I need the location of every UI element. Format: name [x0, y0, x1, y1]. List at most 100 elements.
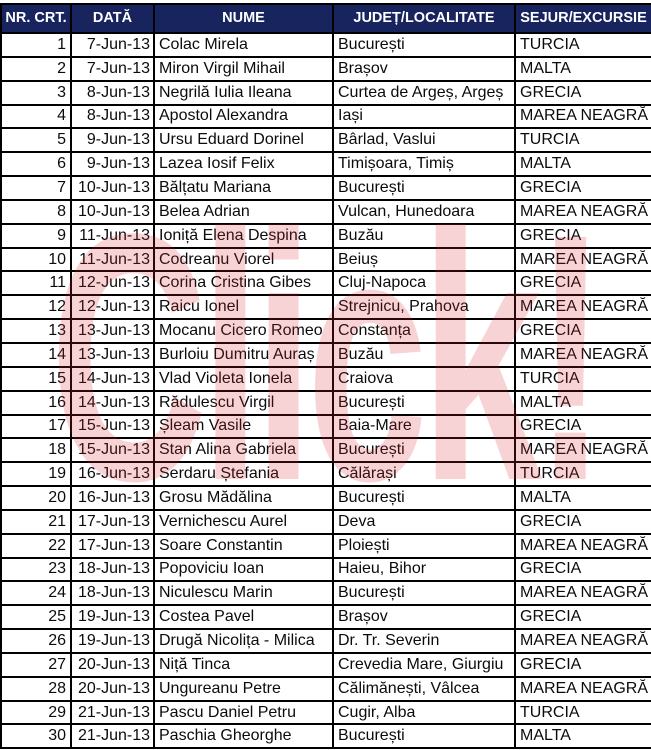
cell-judet-localitate: București	[332, 723, 516, 750]
cell-nume: Miron Virgil Mihail	[153, 55, 334, 82]
cell-nr-crt: 22	[0, 532, 72, 559]
table-row: 1 7-Jun-13 Colac Mirela București TURCIA	[0, 32, 651, 58]
cell-judet-localitate: Ploiești	[332, 532, 516, 559]
cell-sejur-excursie: GRECIA	[514, 556, 651, 583]
table-row: 25 19-Jun-13 Costea Pavel Brașov GRECIA	[0, 604, 651, 631]
cell-sejur-excursie: MALTA	[514, 485, 651, 511]
cell-data: 15-Jun-13	[70, 437, 155, 464]
cell-nume: Burloiu Dumitru Auraș	[153, 341, 334, 368]
cell-data: 9-Jun-13	[70, 127, 155, 154]
table-row: 29 21-Jun-13 Pascu Daniel Petru Cugir, A…	[0, 699, 651, 726]
table-row: 15 14-Jun-13 Vlad Violeta Ionela Craiova…	[0, 365, 651, 392]
table-row: 7 10-Jun-13 Bălțatu Mariana București GR…	[0, 175, 651, 201]
cell-sejur-excursie: MALTA	[514, 151, 651, 178]
cell-nr-crt: 19	[0, 461, 72, 488]
cell-nr-crt: 10	[0, 246, 72, 273]
cell-nume: Codreanu Viorel	[153, 246, 334, 273]
cell-judet-localitate: Cluj-Napoca	[332, 270, 516, 297]
cell-nr-crt: 20	[0, 485, 72, 511]
cell-nume: Drugă Nicolița - Milica	[153, 628, 334, 654]
table-row: 14 13-Jun-13 Burloiu Dumitru Auraș Buzău…	[0, 341, 651, 368]
cell-judet-localitate: Craiova	[332, 365, 516, 392]
cell-sejur-excursie: TURCIA	[514, 32, 651, 58]
table-row: 3 8-Jun-13 Negrilă Iulia Ileana Curtea d…	[0, 79, 651, 106]
cell-nr-crt: 1	[0, 32, 72, 58]
cell-data: 17-Jun-13	[70, 532, 155, 559]
table-row: 19 16-Jun-13 Serdaru Ștefania Călărași T…	[0, 461, 651, 488]
cell-sejur-excursie: MAREA NEAGRĂ	[514, 341, 651, 368]
cell-nr-crt: 15	[0, 365, 72, 392]
cell-nr-crt: 9	[0, 222, 72, 249]
cell-data: 16-Jun-13	[70, 485, 155, 511]
cell-nr-crt: 26	[0, 628, 72, 654]
cell-data: 7-Jun-13	[70, 55, 155, 82]
cell-data: 15-Jun-13	[70, 413, 155, 440]
cell-data: 7-Jun-13	[70, 32, 155, 58]
table-row: 8 10-Jun-13 Belea Adrian Vulcan, Hunedoa…	[0, 198, 651, 225]
cell-sejur-excursie: GRECIA	[514, 175, 651, 201]
cell-sejur-excursie: MAREA NEAGRĂ	[514, 246, 651, 273]
cell-sejur-excursie: MAREA NEAGRĂ	[514, 675, 651, 702]
table-header: NR. CRT. DATĂ NUME JUDEȚ/LOCALITATE SEJU…	[0, 3, 651, 34]
cell-judet-localitate: Călărași	[332, 461, 516, 488]
cell-judet-localitate: Beiuș	[332, 246, 516, 273]
cell-nr-crt: 12	[0, 294, 72, 321]
column-header-judet-localitate: JUDEȚ/LOCALITATE	[332, 3, 516, 34]
cell-sejur-excursie: MALTA	[514, 723, 651, 750]
cell-nume: Paschia Gheorghe	[153, 723, 334, 750]
cell-data: 13-Jun-13	[70, 341, 155, 368]
cell-judet-localitate: București	[332, 32, 516, 58]
table-row: 10 11-Jun-13 Codreanu Viorel Beiuș MAREA…	[0, 246, 651, 273]
cell-sejur-excursie: MAREA NEAGRĂ	[514, 103, 651, 130]
cell-data: 20-Jun-13	[70, 675, 155, 702]
cell-data: 18-Jun-13	[70, 556, 155, 583]
cell-nr-crt: 25	[0, 604, 72, 631]
cell-nr-crt: 17	[0, 413, 72, 440]
cell-judet-localitate: Cugir, Alba	[332, 699, 516, 726]
cell-nume: Colac Mirela	[153, 32, 334, 58]
table-row: 4 8-Jun-13 Apostol Alexandra Iași MAREA …	[0, 103, 651, 130]
cell-judet-localitate: Crevedia Mare, Giurgiu	[332, 651, 516, 678]
cell-nume: Belea Adrian	[153, 198, 334, 225]
cell-nume: Ungureanu Petre	[153, 675, 334, 702]
cell-nr-crt: 27	[0, 651, 72, 678]
cell-judet-localitate: Buzău	[332, 222, 516, 249]
cell-sejur-excursie: GRECIA	[514, 413, 651, 440]
cell-judet-localitate: Haieu, Bihor	[332, 556, 516, 583]
table-row: 30 21-Jun-13 Paschia Gheorghe București …	[0, 723, 651, 750]
cell-nume: Șleam Vasile	[153, 413, 334, 440]
cell-judet-localitate: București	[332, 437, 516, 464]
cell-data: 14-Jun-13	[70, 389, 155, 416]
cell-nume: Serdaru Ștefania	[153, 461, 334, 488]
cell-nr-crt: 2	[0, 55, 72, 82]
cell-nr-crt: 6	[0, 151, 72, 178]
table-row: 22 17-Jun-13 Soare Constantin Ploiești M…	[0, 532, 651, 559]
cell-nume: Stan Alina Gabriela	[153, 437, 334, 464]
table-row: 17 15-Jun-13 Șleam Vasile Baia-Mare GREC…	[0, 413, 651, 440]
cell-nume: Niță Tinca	[153, 651, 334, 678]
cell-judet-localitate: Timișoara, Timiș	[332, 151, 516, 178]
table-row: 27 20-Jun-13 Niță Tinca Crevedia Mare, G…	[0, 651, 651, 678]
cell-nr-crt: 5	[0, 127, 72, 154]
cell-nr-crt: 7	[0, 175, 72, 201]
cell-data: 18-Jun-13	[70, 580, 155, 607]
cell-nr-crt: 4	[0, 103, 72, 130]
cell-nr-crt: 29	[0, 699, 72, 726]
cell-data: 8-Jun-13	[70, 79, 155, 106]
cell-sejur-excursie: GRECIA	[514, 651, 651, 678]
cell-judet-localitate: Călimănești, Vâlcea	[332, 675, 516, 702]
cell-sejur-excursie: MAREA NEAGRĂ	[514, 198, 651, 225]
cell-data: 19-Jun-13	[70, 628, 155, 654]
column-header-nr-crt: NR. CRT.	[0, 3, 72, 34]
cell-nr-crt: 24	[0, 580, 72, 607]
table-row: 28 20-Jun-13 Ungureanu Petre Călimănești…	[0, 675, 651, 702]
cell-nr-crt: 14	[0, 341, 72, 368]
cell-nr-crt: 30	[0, 723, 72, 750]
cell-data: 10-Jun-13	[70, 198, 155, 225]
cell-judet-localitate: București	[332, 485, 516, 511]
cell-nume: Mocanu Cicero Romeo	[153, 318, 334, 344]
cell-nume: Raicu Ionel	[153, 294, 334, 321]
cell-judet-localitate: Brașov	[332, 55, 516, 82]
table-row: 9 11-Jun-13 Ioniță Elena Despina Buzău G…	[0, 222, 651, 249]
table-row: 23 18-Jun-13 Popoviciu Ioan Haieu, Bihor…	[0, 556, 651, 583]
